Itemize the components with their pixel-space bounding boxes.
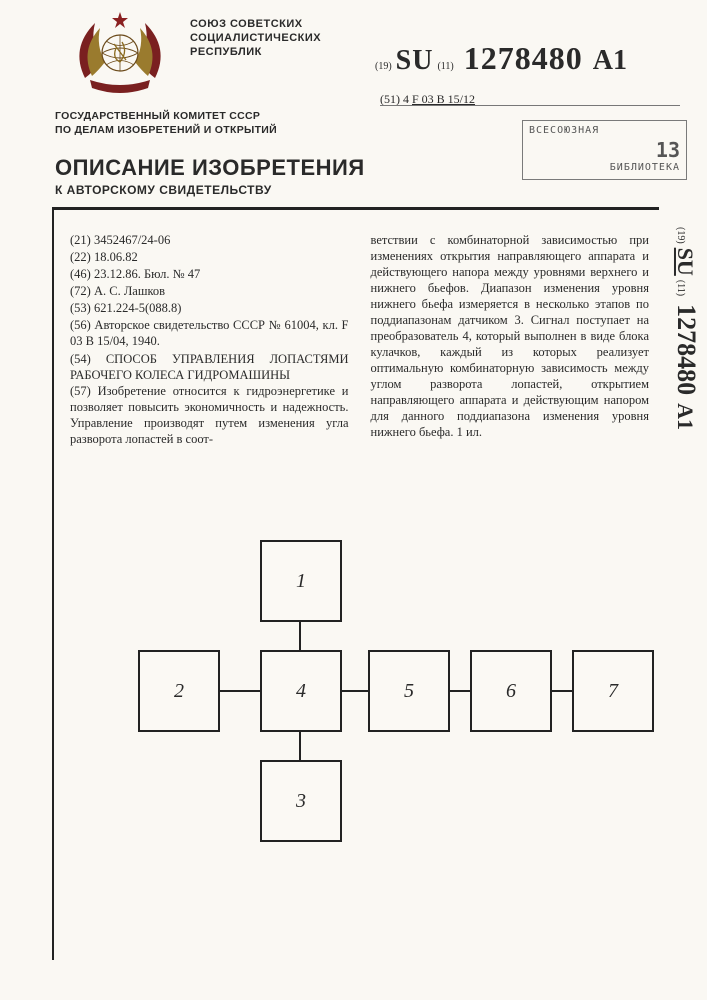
left-column: (21) 3452467/24-06 (22) 18.06.82 (46) 23… [70,232,349,447]
kind-code: A1 [593,45,627,76]
country-code: SU [396,45,434,76]
union-line3: РЕСПУБЛИК [190,46,321,60]
box-7: 7 [572,650,654,732]
block-diagram: 1245673 [60,540,647,860]
library-stamp: ВСЕСОЮЗНАЯ 13 БИБЛИОТЕКА [522,120,687,180]
connector [552,690,572,692]
abstract-columns: (21) 3452467/24-06 (22) 18.06.82 (46) 23… [70,232,649,447]
field-46: (46) 23.12.86. Бюл. № 47 [70,266,349,282]
prefix-11: (11) [437,61,453,72]
field-56: (56) Авторское свидетельство СССР № 6100… [70,317,349,349]
field-57-left: (57) Изобретение относится к гидроэнерге… [70,383,349,447]
title-main: ОПИСАНИЕ ИЗОБРЕТЕНИЯ [55,155,365,181]
connector [299,622,301,650]
ipc-prefix: (51) 4 [380,92,409,106]
box-2: 2 [138,650,220,732]
title-block: ОПИСАНИЕ ИЗОБРЕТЕНИЯ К АВТОРСКОМУ СВИДЕТ… [55,155,365,197]
header-area: СОЮЗ СОВЕТСКИХ СОЦИАЛИСТИЧЕСКИХ РЕСПУБЛИ… [0,0,707,220]
field-53: (53) 621.224-5(088.8) [70,300,349,316]
prefix-19: (19) [375,61,392,72]
spine-11: (11) [675,280,686,296]
right-column: ветствии с комбинаторной зависимостью пр… [371,232,650,447]
title-sub: К АВТОРСКОМУ СВИДЕТЕЛЬСТВУ [55,183,365,197]
spine-19: (19) [675,227,686,244]
stamp-number: 13 [529,138,680,162]
box-4: 4 [260,650,342,732]
ussr-emblem [70,8,170,98]
field-72: (72) А. С. Лашков [70,283,349,299]
spine-label: (19) SU (11) 1278480 A1 [671,227,701,430]
connector [220,690,260,692]
connector [342,690,368,692]
connector [299,732,301,760]
union-text: СОЮЗ СОВЕТСКИХ СОЦИАЛИСТИЧЕСКИХ РЕСПУБЛИ… [190,18,321,59]
committee-line1: ГОСУДАРСТВЕННЫЙ КОМИТЕТ СССР [55,110,277,124]
field-54: (54) СПОСОБ УПРАВЛЕНИЯ ЛОПАСТЯМИ РАБОЧЕГ… [70,351,349,383]
connector [450,690,470,692]
box-3: 3 [260,760,342,842]
stamp-bottom: БИБЛИОТЕКА [529,162,680,173]
committee-text: ГОСУДАРСТВЕННЫЙ КОМИТЕТ СССР ПО ДЕЛАМ ИЗ… [55,110,277,137]
box-5: 5 [368,650,450,732]
box-6: 6 [470,650,552,732]
field-21: (21) 3452467/24-06 [70,232,349,248]
union-line1: СОЮЗ СОВЕТСКИХ [190,18,321,32]
stamp-top: ВСЕСОЮЗНАЯ [529,125,680,136]
patent-number: 1278480 [464,40,583,76]
document-number-block: (19) SU (11) 1278480 A1 [375,40,627,77]
union-line2: СОЦИАЛИСТИЧЕСКИХ [190,32,321,46]
spine-number: 1278480 [672,304,701,395]
committee-line2: ПО ДЕЛАМ ИЗОБРЕТЕНИЙ И ОТКРЫТИЙ [55,124,277,138]
ipc-code: F 03 B 15/12 [412,92,475,106]
box-1: 1 [260,540,342,622]
spine-su: SU [673,248,698,276]
spine-suffix: A1 [673,403,698,430]
field-57-right: ветствии с комбинаторной зависимостью пр… [371,232,650,440]
rule-under-ipc [380,105,680,106]
patent-page: СОЮЗ СОВЕТСКИХ СОЦИАЛИСТИЧЕСКИХ РЕСПУБЛИ… [0,0,707,1000]
field-22: (22) 18.06.82 [70,249,349,265]
